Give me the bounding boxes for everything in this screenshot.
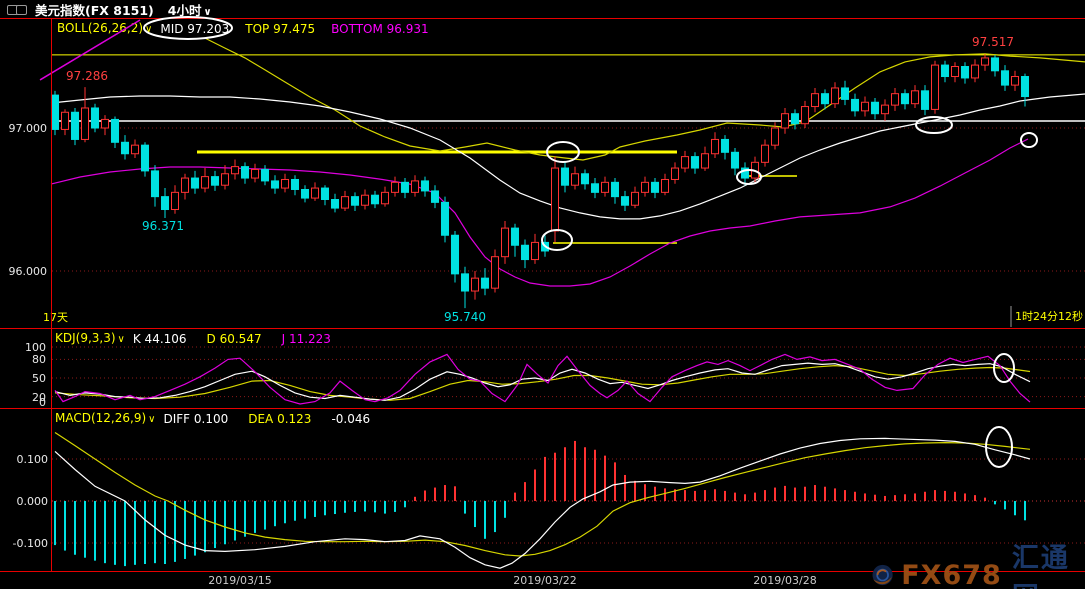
boll-bottom-value: BOTTOM 96.931 bbox=[331, 22, 429, 36]
kdj-indicator-selector[interactable]: KDJ(9,3,3) ∨ bbox=[55, 331, 125, 345]
timeframe-selector[interactable]: 4小时 ∨ bbox=[167, 2, 212, 18]
kdj-axis-tick: 50 bbox=[32, 372, 46, 385]
boll-top-value: TOP 97.475 bbox=[245, 22, 316, 36]
chevron-down-icon: ∨ bbox=[203, 6, 212, 18]
macd-hist-value: -0.046 bbox=[331, 412, 371, 426]
price-extreme-label: 97.517 bbox=[972, 35, 1014, 49]
price-axis-tick: 96.000 bbox=[8, 265, 48, 278]
instrument-title: 美元指数(FX 8151) bbox=[35, 2, 154, 18]
chevron-down-icon: ∨ bbox=[117, 334, 125, 345]
x-axis-date: 2019/03/22 bbox=[513, 574, 577, 587]
chevron-down-icon: ∨ bbox=[148, 414, 156, 425]
macd-indicator-selector[interactable]: MACD(12,26,9) ∨ bbox=[55, 411, 156, 425]
kdj-axis-tick: 100 bbox=[25, 341, 46, 354]
price-extreme-label: 95.740 bbox=[444, 310, 486, 324]
days-range-label: 17天 bbox=[43, 311, 68, 324]
macd-dea-value: DEA 0.123 bbox=[248, 412, 312, 426]
x-axis-date: 2019/03/28 bbox=[753, 574, 817, 587]
kdj-axis-tick: 0 bbox=[39, 396, 46, 409]
watermark-brand: FX678 bbox=[901, 559, 1002, 589]
macd-indicator-row: MACD(12,26,9) ∨ DIFF 0.100 DEA 0.123 -0.0… bbox=[55, 411, 370, 427]
globe-icon bbox=[872, 564, 893, 586]
watermark-site: 汇通网 bbox=[1011, 543, 1070, 589]
price-axis-tick: 97.000 bbox=[8, 122, 48, 135]
macd-axis-tick: 0.100 bbox=[16, 453, 49, 466]
kdj-indicator-row: KDJ(9,3,3) ∨ K 44.106 D 60.547 J 11.223 bbox=[55, 331, 331, 347]
kdj-axis-tick: 80 bbox=[32, 353, 46, 367]
price-extreme-label: 97.286 bbox=[66, 69, 108, 83]
x-axis-date: 2019/03/15 bbox=[208, 574, 272, 587]
kdj-axis-tick: 20 bbox=[32, 390, 46, 404]
macd-axis-tick: 0.000 bbox=[16, 495, 49, 508]
watermark: FX678 汇通网 bbox=[870, 536, 1085, 589]
kdj-j-value: J 11.223 bbox=[281, 332, 331, 346]
title-bar: 美元指数(FX 8151) 4小时 ∨ bbox=[0, 0, 1085, 18]
macd-diff-value: DIFF 0.100 bbox=[163, 412, 229, 426]
countdown-label: 1时24分12秒 bbox=[1015, 310, 1083, 323]
kdj-k-value: K 44.106 bbox=[132, 332, 187, 346]
linked-charts-icon[interactable] bbox=[7, 4, 29, 15]
kdj-d-value: D 60.547 bbox=[206, 332, 262, 346]
price-extreme-label: 96.371 bbox=[142, 219, 184, 233]
macd-axis-tick: -0.100 bbox=[12, 537, 48, 550]
